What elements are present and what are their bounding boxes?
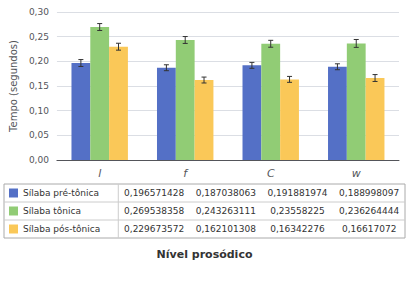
svg-text:0,25: 0,25: [29, 32, 49, 42]
svg-text:0,16617072: 0,16617072: [342, 224, 396, 234]
svg-text:C: C: [267, 167, 275, 180]
svg-text:0,162101308: 0,162101308: [196, 224, 256, 234]
svg-text:0,30: 0,30: [29, 7, 49, 17]
svg-text:0,05: 0,05: [29, 130, 49, 140]
svg-text:l: l: [98, 167, 101, 180]
svg-text:0,188998097: 0,188998097: [339, 188, 399, 198]
svg-text:0,236264444: 0,236264444: [339, 206, 399, 216]
svg-text:0,20: 0,20: [29, 56, 49, 66]
svg-text:Sílaba tônica: Sílaba tônica: [23, 206, 81, 216]
svg-text:Nível prosódico: Nível prosódico: [157, 248, 253, 261]
svg-text:0,229673572: 0,229673572: [124, 224, 184, 234]
svg-text:0,187038063: 0,187038063: [196, 188, 256, 198]
svg-text:0,16342276: 0,16342276: [270, 224, 325, 234]
svg-text:0,196571428: 0,196571428: [124, 188, 184, 198]
svg-text:f: f: [183, 167, 189, 180]
svg-text:Sílaba pós-tônica: Sílaba pós-tônica: [23, 224, 100, 234]
svg-text:0,23558225: 0,23558225: [270, 206, 324, 216]
svg-text:0,269538358: 0,269538358: [124, 206, 184, 216]
svg-text:0,191881974: 0,191881974: [267, 188, 327, 198]
svg-text:Sílaba pré-tônica: Sílaba pré-tônica: [23, 188, 99, 198]
svg-text:0,00: 0,00: [29, 155, 49, 165]
svg-text:0,243263111: 0,243263111: [196, 206, 256, 216]
svg-text:0,10: 0,10: [29, 106, 49, 116]
svg-text:Tempo (segundos): Tempo (segundos): [8, 40, 19, 133]
svg-text:w: w: [352, 167, 361, 180]
svg-text:0,15: 0,15: [29, 81, 49, 91]
